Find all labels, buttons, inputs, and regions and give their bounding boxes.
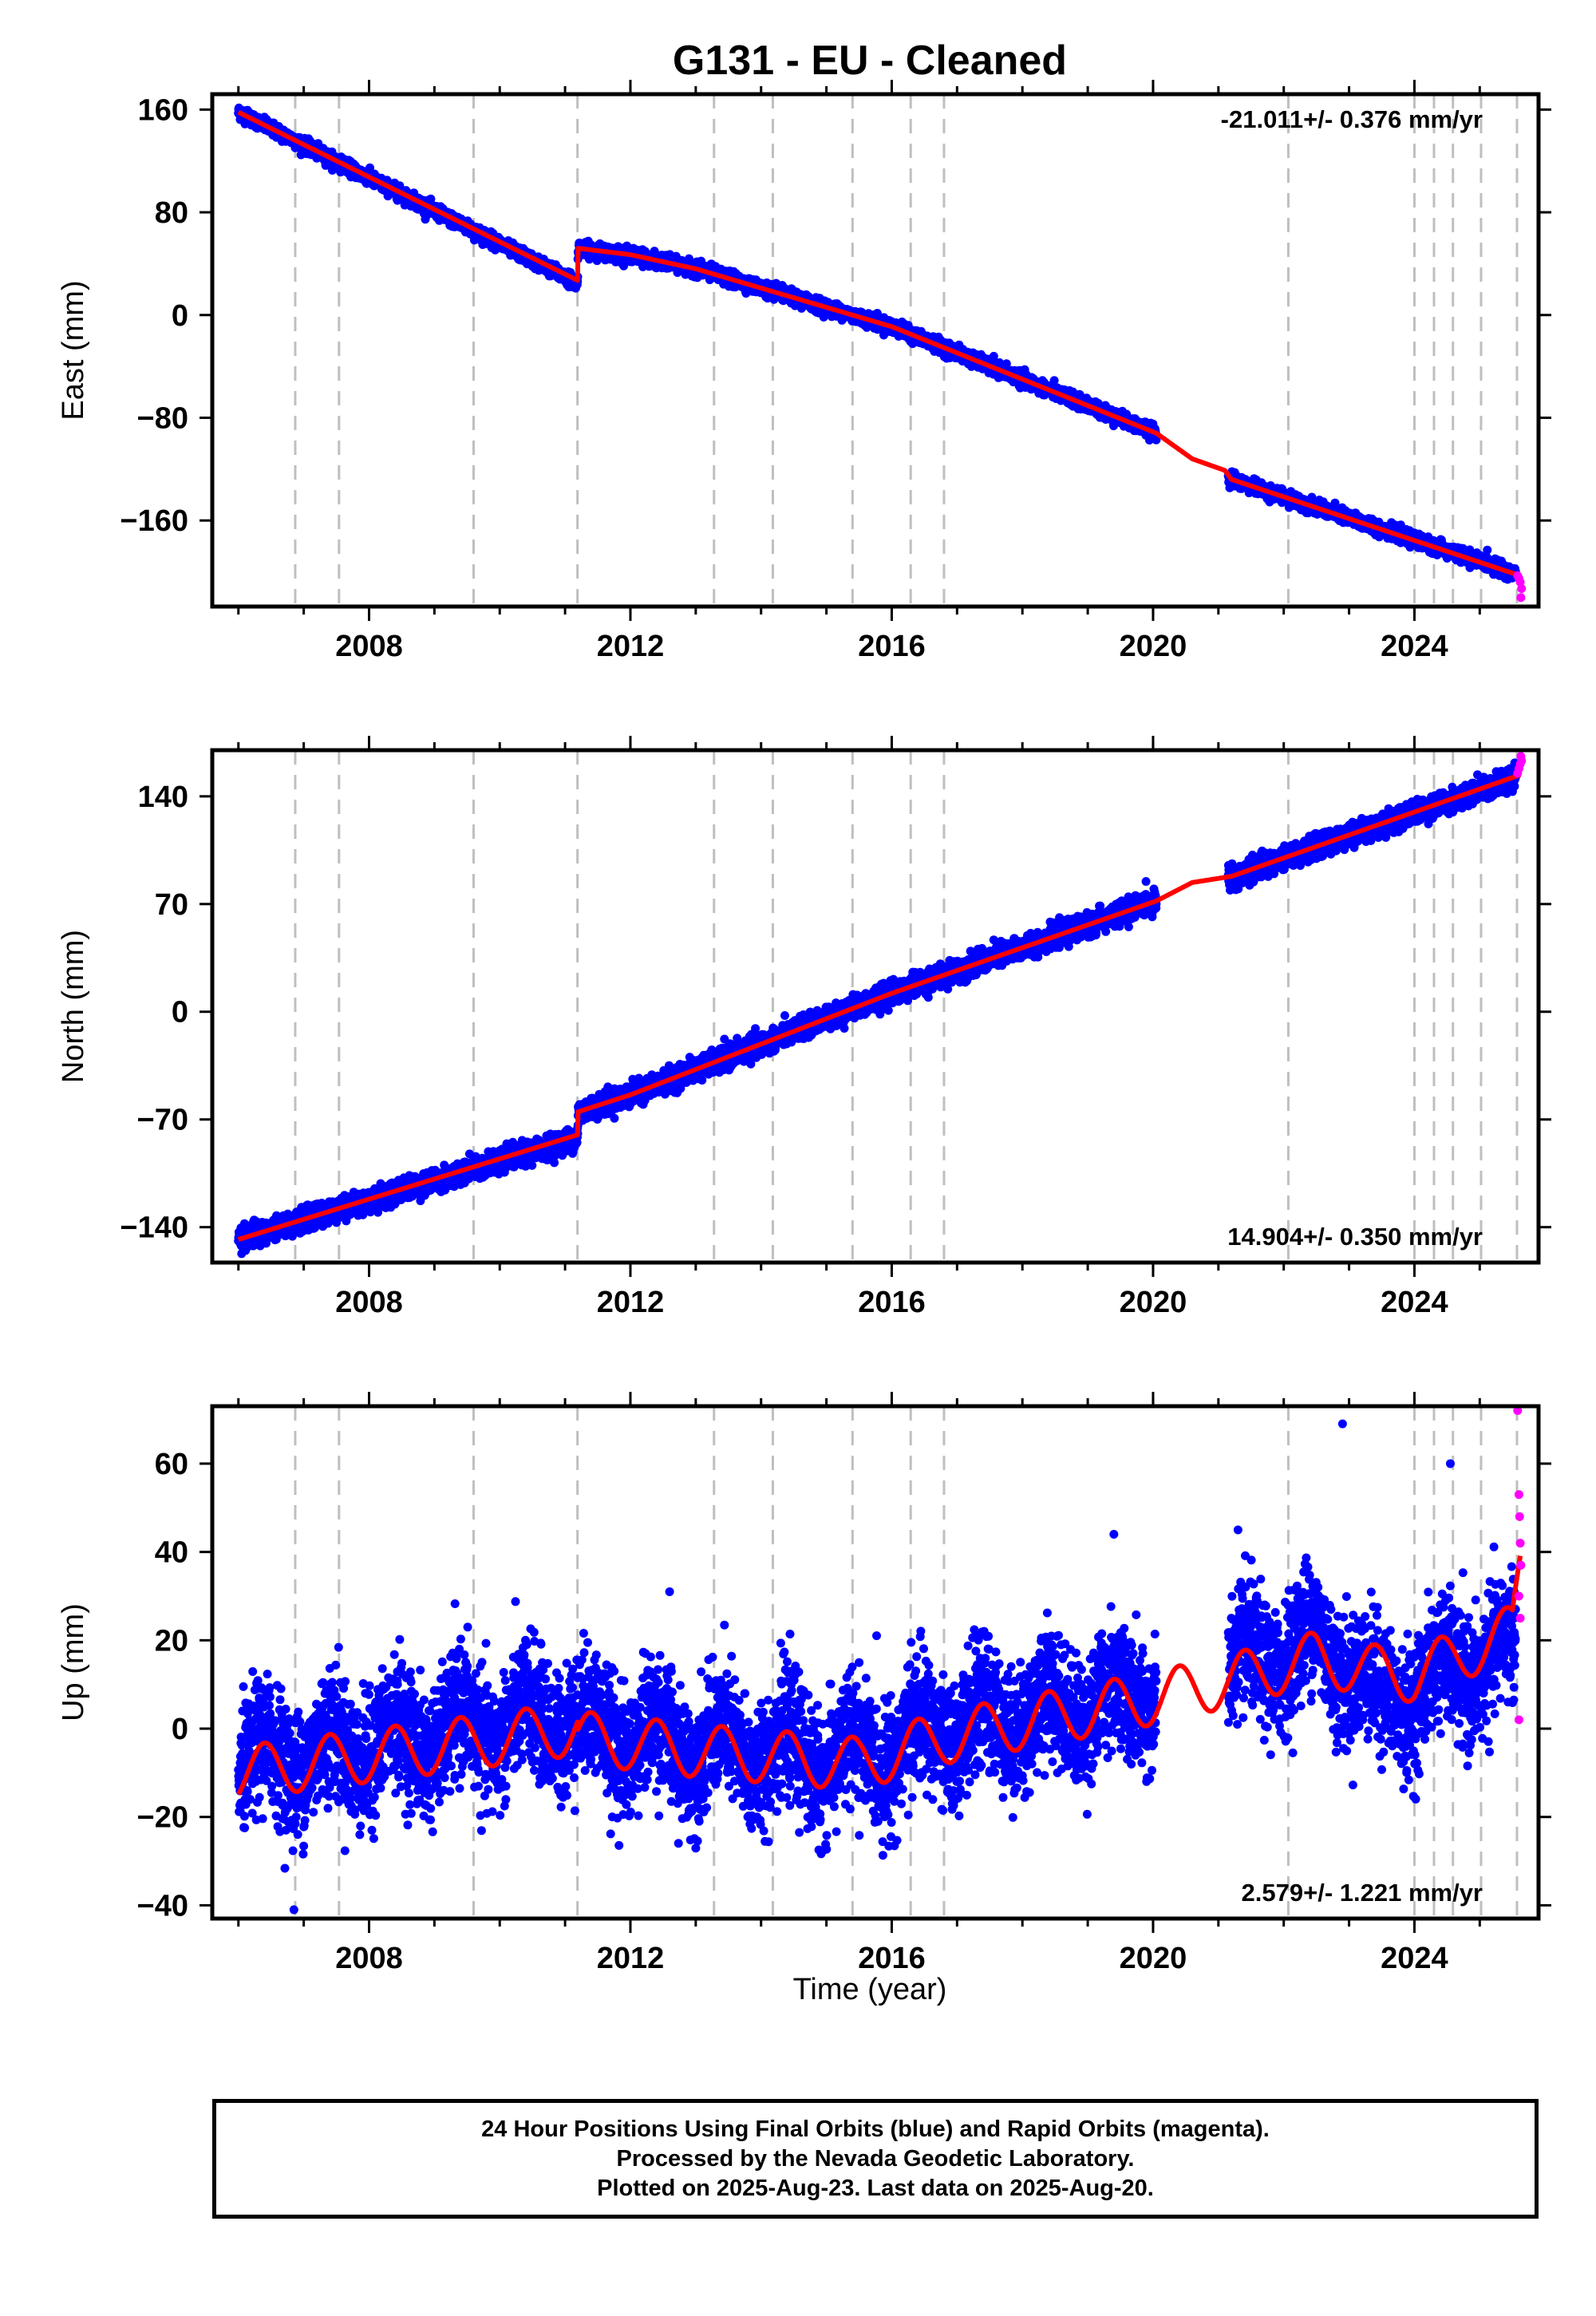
- data-point-final: [426, 194, 436, 204]
- data-point-final: [365, 163, 374, 172]
- figure-title: G131 - EU - Cleaned: [673, 38, 1067, 84]
- plot-area: [234, 103, 1523, 584]
